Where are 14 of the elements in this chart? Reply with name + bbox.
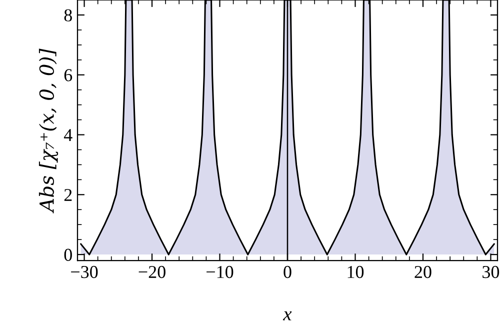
x-tick-label: −10 [206,266,234,278]
y-tick-label: 6 [64,69,72,82]
y-axis-title: Abs [χ₇⁺(x, 0, 0)] [38,48,58,214]
x-tick-label: 30 [482,266,500,278]
y-tick-label: 8 [64,9,72,22]
x-axis-title: x [282,311,292,320]
y-tick-label: 0 [64,248,72,261]
x-tick-label: 20 [414,266,432,278]
x-tick-label: −20 [138,266,166,278]
x-tick-label: −30 [71,266,98,278]
x-tick-label: 0 [284,266,292,278]
x-tick-label: 10 [348,266,364,278]
y-tick-label: 2 [64,188,72,201]
y-tick-label: 4 [64,129,72,142]
